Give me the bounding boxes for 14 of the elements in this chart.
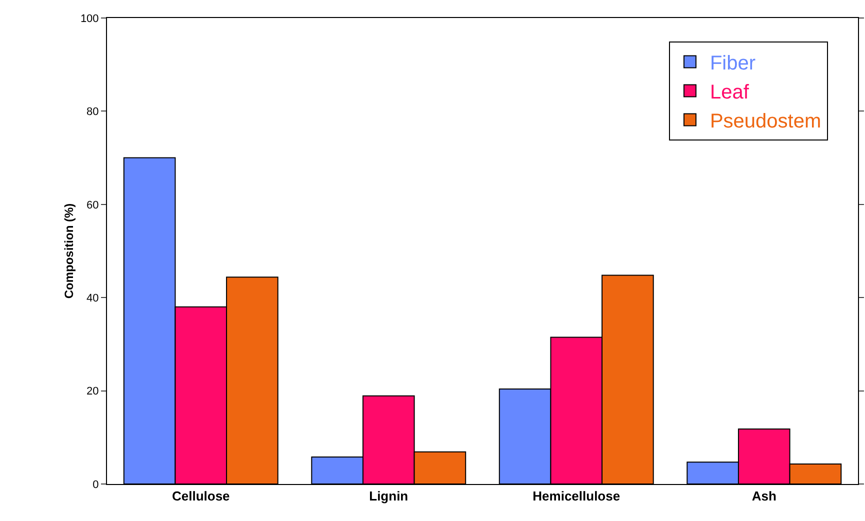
y-tick-label: 0 <box>92 478 99 491</box>
x-tick-label: Ash <box>752 488 776 504</box>
y-tick-label: 60 <box>86 199 99 212</box>
y-axis-title: Composition (%) <box>62 203 76 299</box>
x-tick-label: Cellulose <box>172 488 230 504</box>
x-tick-label: Hemicellulose <box>532 488 620 504</box>
x-tick-label: Lignin <box>369 488 408 504</box>
y-tick-label: 20 <box>86 386 99 398</box>
y-tick-label: 100 <box>80 12 99 25</box>
legend-label: Fiber <box>710 52 756 75</box>
legend-label: Leaf <box>710 82 750 104</box>
y-tick-label: 80 <box>86 106 99 118</box>
y-tick-label: 40 <box>86 292 99 304</box>
legend-label: Pseudostem <box>710 110 822 133</box>
